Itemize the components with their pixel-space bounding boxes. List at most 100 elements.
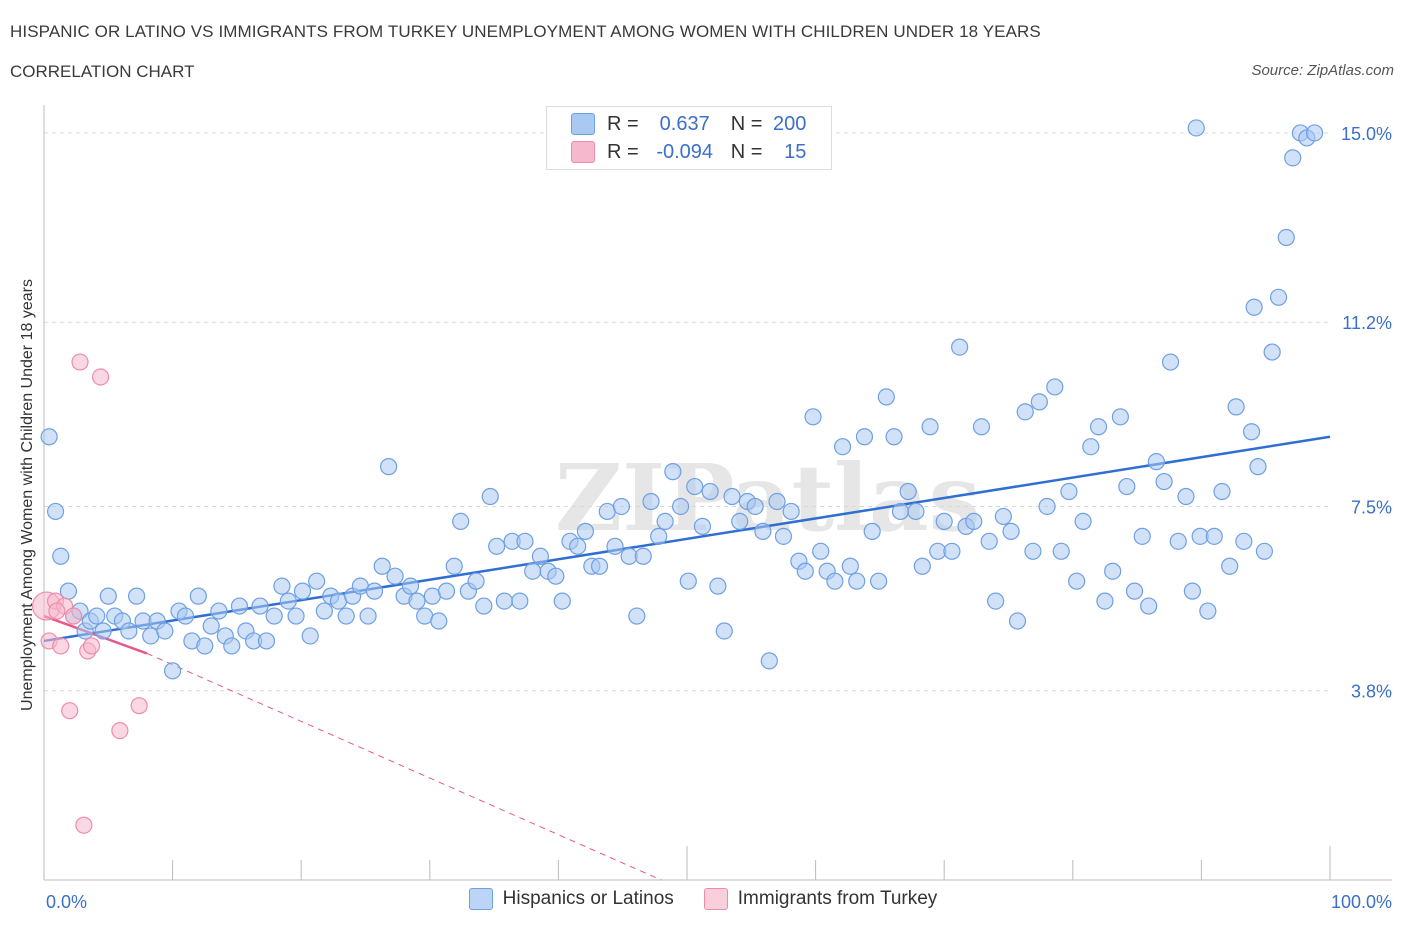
y-tick-label: 7.5% xyxy=(1351,497,1392,517)
data-point-hispanics xyxy=(1199,602,1217,620)
data-point-hispanics xyxy=(746,497,764,516)
legend-r-label: R = xyxy=(607,140,639,163)
data-point-hispanics xyxy=(921,418,939,436)
data-point-hispanics xyxy=(980,532,998,550)
data-point-hispanics xyxy=(1125,582,1144,600)
data-point-hispanics xyxy=(841,557,859,575)
data-point-turkey xyxy=(48,602,66,620)
data-point-hispanics xyxy=(1082,438,1100,456)
data-point-hispanics xyxy=(834,438,852,456)
data-point-hispanics xyxy=(628,607,646,625)
data-point-hispanics xyxy=(1235,532,1253,550)
data-point-hispanics xyxy=(293,582,312,600)
data-point-hispanics xyxy=(1242,423,1261,441)
data-point-hispanics xyxy=(52,547,70,565)
chart-subtitle: CORRELATION CHART xyxy=(10,62,195,81)
x-tick-label: 100.0% xyxy=(1331,892,1392,912)
data-point-hispanics xyxy=(437,582,456,600)
data-point-hispanics xyxy=(88,607,106,625)
data-point-hispanics xyxy=(754,522,772,540)
data-point-hispanics xyxy=(907,502,925,521)
data-point-turkey xyxy=(91,368,110,386)
legend-item-hispanics[interactable]: Hispanics or Latinos xyxy=(468,888,674,910)
data-point-hispanics xyxy=(488,537,506,555)
y-tick-label: 15.0% xyxy=(1341,124,1392,144)
legend-swatch-blue xyxy=(571,113,595,135)
data-point-hispanics xyxy=(715,622,733,640)
series-legend: Hispanics or Latinos Immigrants from Tur… xyxy=(0,888,1406,910)
data-point-turkey xyxy=(71,353,89,371)
legend-row-hispanics: R = 0.637 N = 200 xyxy=(571,112,806,136)
data-point-hispanics xyxy=(445,557,463,575)
data-point-hispanics xyxy=(590,557,609,575)
data-point-hispanics xyxy=(94,622,112,640)
data-point-hispanics xyxy=(987,592,1005,610)
data-point-hispanics xyxy=(127,587,146,605)
data-point-hispanics xyxy=(943,542,961,560)
data-point-hispanics xyxy=(1255,542,1274,560)
data-point-hispanics xyxy=(1118,477,1136,496)
legend-item-label: Hispanics or Latinos xyxy=(502,888,674,909)
data-point-hispanics xyxy=(386,567,404,585)
data-point-hispanics xyxy=(1002,522,1020,540)
data-point-hispanics xyxy=(870,572,888,590)
data-point-hispanics xyxy=(804,408,822,426)
data-point-hispanics xyxy=(664,463,682,481)
data-point-hispanics xyxy=(951,338,969,356)
data-point-hispanics xyxy=(553,592,571,610)
y-tick-label: 3.8% xyxy=(1351,682,1392,702)
tick-labels: 3.8% 7.5% 11.2% 15.0% 0.0% 100.0% xyxy=(46,124,1392,912)
data-point-hispanics xyxy=(495,592,513,610)
data-point-hispanics xyxy=(315,602,333,620)
data-point-hispanics xyxy=(612,497,631,516)
data-point-hispanics xyxy=(1277,228,1295,247)
data-point-hispanics xyxy=(337,607,355,625)
data-point-hispanics xyxy=(1183,582,1201,600)
data-point-hispanics xyxy=(1213,482,1231,501)
data-point-hispanics xyxy=(1284,149,1302,167)
data-point-hispanics xyxy=(1074,512,1092,531)
data-point-hispanics xyxy=(1147,453,1165,471)
data-point-hispanics xyxy=(408,592,426,610)
data-point-hispanics xyxy=(723,487,741,506)
data-point-hispanics xyxy=(365,582,384,600)
data-point-hispanics xyxy=(359,607,377,625)
legend-swatch-blue xyxy=(468,888,493,910)
data-point-hispanics xyxy=(202,617,220,635)
data-point-turkey xyxy=(82,637,101,655)
data-point-hispanics xyxy=(511,592,529,610)
data-point-hispanics xyxy=(848,572,866,590)
legend-n-label: N = xyxy=(730,112,763,135)
data-point-hispanics xyxy=(265,607,283,625)
legend-n-value: 200 xyxy=(773,112,807,135)
data-point-hispanics xyxy=(1068,572,1086,590)
data-point-turkey xyxy=(64,607,83,625)
data-point-hispanics xyxy=(855,428,874,446)
data-point-hispanics xyxy=(877,388,895,406)
data-point-hispanics xyxy=(401,577,420,595)
data-point-hispanics xyxy=(156,622,174,640)
data-point-hispanics xyxy=(524,562,542,580)
data-point-hispanics xyxy=(656,512,674,531)
data-point-hispanics xyxy=(516,532,534,550)
data-point-hispanics xyxy=(885,428,903,446)
data-point-hispanics xyxy=(301,627,319,645)
data-point-hispanics xyxy=(731,512,749,531)
data-point-hispanics xyxy=(1111,408,1129,426)
data-point-hispanics xyxy=(569,537,587,555)
data-point-hispanics xyxy=(606,537,624,555)
data-point-hispanics xyxy=(671,497,690,516)
data-point-turkey xyxy=(61,702,79,720)
x-tick-label: 0.0% xyxy=(46,892,87,912)
data-point-hispanics xyxy=(196,637,214,655)
data-point-hispanics xyxy=(1245,298,1263,316)
data-point-hispanics xyxy=(679,572,697,590)
data-point-hispanics xyxy=(287,607,305,625)
data-point-hispanics xyxy=(373,557,391,575)
data-point-hispanics xyxy=(189,587,207,605)
data-point-hispanics xyxy=(176,607,195,625)
data-point-hispanics xyxy=(796,562,814,580)
legend-item-turkey[interactable]: Immigrants from Turkey xyxy=(703,888,937,910)
data-point-hispanics xyxy=(230,597,249,615)
data-point-hispanics xyxy=(1016,403,1034,421)
